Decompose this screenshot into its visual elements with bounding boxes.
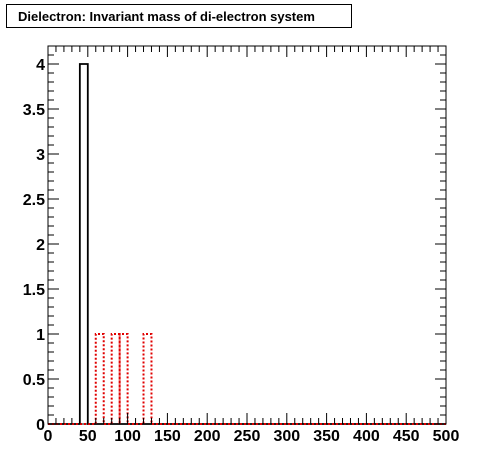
series-1-outline xyxy=(48,63,446,425)
y-tick-label: 3.5 xyxy=(23,102,45,119)
histogram-bars xyxy=(48,63,446,425)
y-tick-label: 0 xyxy=(36,417,45,434)
x-tick-label: 200 xyxy=(194,428,221,445)
x-tick-label: 50 xyxy=(79,428,97,445)
x-tick-label: 150 xyxy=(154,428,181,445)
y-tick-label: 2.5 xyxy=(23,192,45,209)
tick-labels: 0 50 100 150 200 250 300 350 400 450 500 0 0.5 1 1.5 2 2… xyxy=(23,57,460,445)
y-tick-label: 2 xyxy=(36,237,45,254)
y-tick-label: 4 xyxy=(36,57,45,74)
x-tick-label: 500 xyxy=(433,428,460,445)
x-tick-label: 0 xyxy=(44,428,53,445)
x-tick-label: 300 xyxy=(273,428,300,445)
y-tick-label: 3 xyxy=(36,147,45,164)
x-tick-label: 450 xyxy=(393,428,420,445)
x-tick-label: 250 xyxy=(234,428,261,445)
x-tick-label: 350 xyxy=(313,428,340,445)
plot-frame xyxy=(47,45,447,425)
chart-title: Dielectron: Invariant mass of di-electro… xyxy=(6,4,352,28)
x-tick-label: 100 xyxy=(114,428,141,445)
axis-ticks xyxy=(47,45,447,425)
y-tick-label: 0.5 xyxy=(23,372,45,389)
series-2-outline xyxy=(48,333,446,425)
y-tick-label: 1.5 xyxy=(23,282,45,299)
x-tick-label: 400 xyxy=(353,428,380,445)
y-tick-label: 1 xyxy=(36,327,45,344)
